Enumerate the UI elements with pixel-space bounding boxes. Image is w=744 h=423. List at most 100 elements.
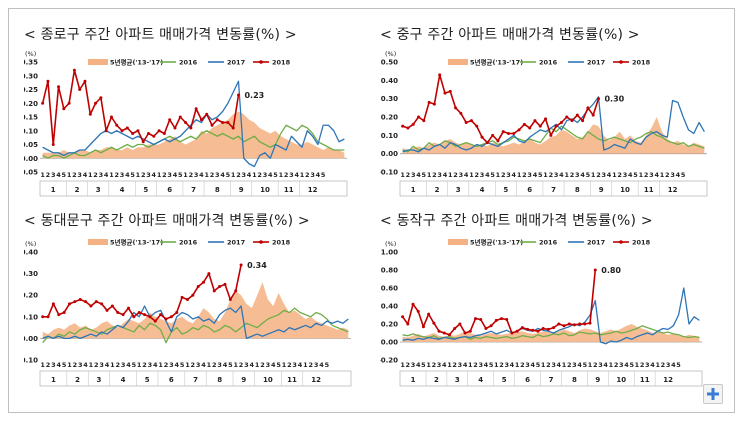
point-2018	[191, 293, 195, 297]
point-2018	[459, 111, 463, 115]
week-tick-label: 1	[609, 361, 614, 369]
week-tick-label: 5	[422, 171, 427, 179]
point-2018	[231, 126, 235, 130]
week-tick-label: 3	[527, 171, 532, 179]
point-2018	[178, 115, 182, 119]
week-tick-label: 5	[633, 171, 638, 179]
point-2018	[421, 325, 425, 329]
point-2018	[411, 302, 415, 306]
week-tick-label: 2	[287, 361, 292, 369]
week-tick-label: 2	[115, 361, 120, 369]
week-tick-label: 2	[239, 361, 244, 369]
point-2018	[505, 318, 509, 321]
week-tick-label: 2	[309, 361, 314, 369]
month-label: 8	[575, 186, 580, 194]
point-2018	[479, 318, 483, 321]
point-2018	[104, 129, 108, 133]
point-2018	[536, 329, 540, 333]
week-tick-label: 3	[598, 361, 603, 369]
point-2018	[185, 298, 189, 302]
week-tick-label: 2	[474, 171, 479, 179]
week-tick-label: 1	[541, 361, 546, 369]
y-tick-label: 1.00	[381, 249, 398, 257]
point-2018	[591, 113, 595, 117]
week-tick-label: 2	[284, 171, 289, 179]
point-2018	[78, 88, 82, 91]
week-tick-label: 3	[314, 361, 319, 369]
legend-marker-2018	[619, 60, 623, 64]
legend-symbol	[88, 59, 108, 65]
series-line-2017	[402, 96, 705, 153]
week-tick-label: 5	[273, 171, 278, 179]
week-tick-label: 3	[437, 171, 442, 179]
week-tick-label: 2	[114, 171, 119, 179]
week-tick-label: 3	[263, 171, 268, 179]
point-2018	[143, 313, 147, 317]
month-axis-box	[399, 180, 708, 197]
week-tick-label: 5	[228, 361, 233, 369]
week-tick-label: 2	[46, 171, 51, 179]
y-tick-label: 0.05	[24, 141, 38, 149]
week-tick-label: 3	[458, 361, 463, 369]
point-2018	[546, 327, 550, 331]
point-2018	[78, 298, 82, 302]
month-label: 8	[215, 186, 220, 194]
week-tick-label: 4	[531, 361, 536, 369]
week-tick-label: 5	[421, 361, 426, 369]
point-2018	[517, 128, 521, 132]
point-2018	[520, 326, 524, 330]
month-label: 8	[572, 376, 577, 384]
week-tick-label: 4	[201, 361, 206, 369]
week-tick-label: 4	[316, 171, 321, 179]
point-2018	[510, 331, 514, 335]
month-label: 9	[595, 376, 600, 384]
point-2018	[526, 327, 530, 331]
week-tick-label: 1	[157, 171, 162, 179]
point-2018	[484, 327, 488, 330]
week-tick-label: 2	[73, 361, 78, 369]
month-label: 7	[193, 376, 198, 384]
week-tick-label: 3	[99, 171, 104, 179]
week-tick-label: 3	[99, 361, 104, 369]
week-tick-label: 1	[655, 361, 660, 369]
week-tick-label: 1	[40, 171, 45, 179]
week-tick-label: 5	[62, 361, 67, 369]
point-2018	[581, 119, 585, 123]
legend-label: 2018	[632, 239, 651, 247]
chart-title: < 종로구 주간 아파트 매매가격 변동률(%) >	[24, 27, 297, 43]
week-tick-label: 4	[83, 361, 88, 369]
point-2018	[567, 322, 571, 326]
point-2018	[125, 126, 129, 130]
week-tick-label: 1	[468, 361, 473, 369]
y-tick-label: 0.35	[24, 59, 38, 67]
point-2018	[562, 324, 566, 328]
point-2018	[411, 122, 415, 126]
month-label: 12	[308, 186, 318, 194]
point-2018	[120, 129, 124, 133]
week-tick-label: 4	[104, 171, 109, 179]
week-tick-label: 4	[559, 171, 564, 179]
week-tick-label: 3	[437, 361, 442, 369]
point-2018	[169, 315, 173, 319]
week-tick-label: 1	[426, 361, 431, 369]
week-tick-label: 2	[640, 361, 645, 369]
month-label: 3	[97, 376, 102, 384]
chart-title: < 동작구 주간 아파트 매매가격 변동률(%) >	[380, 213, 653, 229]
month-label: 11	[640, 376, 650, 384]
month-label: 2	[434, 376, 439, 384]
point-2018	[46, 79, 50, 83]
week-tick-label: 3	[411, 361, 416, 369]
point-2018	[522, 122, 526, 126]
y-tick-label: -0.10	[380, 169, 398, 177]
week-tick-label: 2	[46, 361, 51, 369]
week-tick-label: 1	[282, 361, 287, 369]
point-2018	[437, 329, 441, 333]
point-2018	[110, 304, 114, 308]
y-unit-label: (%)	[385, 240, 396, 248]
zoom-button[interactable]	[703, 384, 723, 404]
point-2018	[221, 121, 225, 124]
week-tick-label: 3	[506, 171, 511, 179]
point-2018	[189, 126, 193, 130]
week-tick-label: 2	[501, 171, 506, 179]
point-2018	[438, 73, 442, 77]
